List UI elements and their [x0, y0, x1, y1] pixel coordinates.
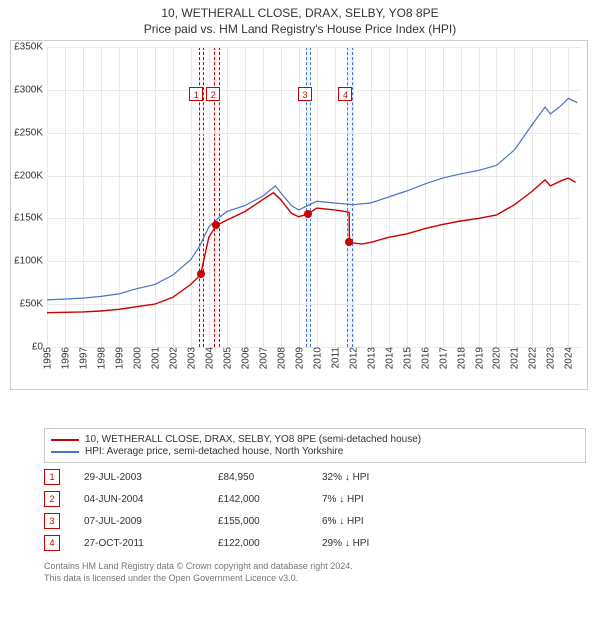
sales-row-index: 4 — [44, 535, 60, 551]
footnote-line2: This data is licensed under the Open Gov… — [44, 573, 586, 585]
sales-row: 2 04-JUN-2004 £142,000 7% ↓ HPI — [44, 491, 586, 507]
legend: 10, WETHERALL CLOSE, DRAX, SELBY, YO8 8P… — [44, 428, 586, 463]
sale-marker-label: 2 — [206, 87, 220, 101]
legend-label: HPI: Average price, semi-detached house,… — [85, 446, 343, 457]
y-tick-label: £300K — [14, 84, 47, 95]
sales-row-index: 2 — [44, 491, 60, 507]
legend-swatch — [51, 439, 79, 441]
x-tick-label: 1995 — [41, 347, 54, 369]
title-line1: 10, WETHERALL CLOSE, DRAX, SELBY, YO8 8P… — [0, 6, 600, 20]
legend-swatch — [51, 451, 79, 453]
sales-row-diff: 6% ↓ HPI — [322, 516, 412, 527]
footnote-line1: Contains HM Land Registry data © Crown c… — [44, 561, 586, 573]
legend-row: 10, WETHERALL CLOSE, DRAX, SELBY, YO8 8P… — [51, 434, 579, 445]
title-line2: Price paid vs. HM Land Registry's House … — [0, 22, 600, 36]
sales-row-index: 3 — [44, 513, 60, 529]
x-tick-label: 2016 — [418, 347, 431, 369]
x-tick-label: 2006 — [238, 347, 251, 369]
x-tick-label: 2011 — [328, 347, 341, 369]
x-tick-label: 1998 — [94, 347, 107, 369]
sale-point — [304, 210, 312, 218]
x-tick-label: 1997 — [76, 347, 89, 369]
series-lines — [47, 47, 581, 347]
sale-point — [212, 221, 220, 229]
y-tick-label: £200K — [14, 170, 47, 181]
y-tick-label: £150K — [14, 213, 47, 224]
x-tick-label: 2009 — [292, 347, 305, 369]
x-tick-label: 2021 — [508, 347, 521, 369]
price-chart: £0£50K£100K£150K£200K£250K£300K£350K1995… — [10, 40, 588, 390]
sales-row-diff: 7% ↓ HPI — [322, 494, 412, 505]
sales-row-price: £155,000 — [218, 516, 298, 527]
x-tick-label: 2007 — [256, 347, 269, 369]
sale-point — [197, 270, 205, 278]
sales-row: 3 07-JUL-2009 £155,000 6% ↓ HPI — [44, 513, 586, 529]
sales-table: 1 29-JUL-2003 £84,950 32% ↓ HPI 2 04-JUN-2004… — [44, 469, 586, 551]
sales-row-diff: 29% ↓ HPI — [322, 538, 412, 549]
sales-row-date: 27-OCT-2011 — [84, 538, 194, 549]
x-tick-label: 2005 — [220, 347, 233, 369]
x-tick-label: 2004 — [202, 347, 215, 369]
footnote: Contains HM Land Registry data © Crown c… — [44, 561, 586, 584]
x-tick-label: 2019 — [472, 347, 485, 369]
sale-marker-label: 1 — [189, 87, 203, 101]
x-tick-label: 1999 — [112, 347, 125, 369]
x-tick-label: 2020 — [490, 347, 503, 369]
series-property — [47, 178, 576, 313]
x-tick-label: 2013 — [364, 347, 377, 369]
x-tick-label: 2010 — [310, 347, 323, 369]
x-tick-label: 2008 — [274, 347, 287, 369]
sales-row-date: 07-JUL-2009 — [84, 516, 194, 527]
sales-row-price: £122,000 — [218, 538, 298, 549]
x-tick-label: 2018 — [454, 347, 467, 369]
y-tick-label: £50K — [20, 299, 47, 310]
x-tick-label: 2023 — [544, 347, 557, 369]
sales-row-price: £84,950 — [218, 472, 298, 483]
title-block: 10, WETHERALL CLOSE, DRAX, SELBY, YO8 8P… — [0, 6, 600, 36]
sales-row-date: 04-JUN-2004 — [84, 494, 194, 505]
y-tick-label: £250K — [14, 127, 47, 138]
sales-row: 1 29-JUL-2003 £84,950 32% ↓ HPI — [44, 469, 586, 485]
x-tick-label: 1996 — [58, 347, 71, 369]
x-tick-label: 2000 — [130, 347, 143, 369]
y-tick-label: £100K — [14, 256, 47, 267]
sales-row-diff: 32% ↓ HPI — [322, 472, 412, 483]
sales-row: 4 27-OCT-2011 £122,000 29% ↓ HPI — [44, 535, 586, 551]
x-tick-label: 2024 — [562, 347, 575, 369]
y-tick-label: £350K — [14, 42, 47, 53]
x-tick-label: 2017 — [436, 347, 449, 369]
sale-marker-label: 3 — [298, 87, 312, 101]
series-hpi — [47, 98, 577, 300]
x-tick-label: 2003 — [184, 347, 197, 369]
x-tick-label: 2012 — [346, 347, 359, 369]
legend-row: HPI: Average price, semi-detached house,… — [51, 446, 579, 457]
x-tick-label: 2014 — [382, 347, 395, 369]
sale-point — [345, 238, 353, 246]
x-tick-label: 2001 — [148, 347, 161, 369]
sales-row-price: £142,000 — [218, 494, 298, 505]
x-tick-label: 2022 — [526, 347, 539, 369]
legend-label: 10, WETHERALL CLOSE, DRAX, SELBY, YO8 8P… — [85, 434, 421, 445]
x-tick-label: 2015 — [400, 347, 413, 369]
x-tick-label: 2002 — [166, 347, 179, 369]
sale-marker-label: 4 — [338, 87, 352, 101]
sales-row-date: 29-JUL-2003 — [84, 472, 194, 483]
sales-row-index: 1 — [44, 469, 60, 485]
